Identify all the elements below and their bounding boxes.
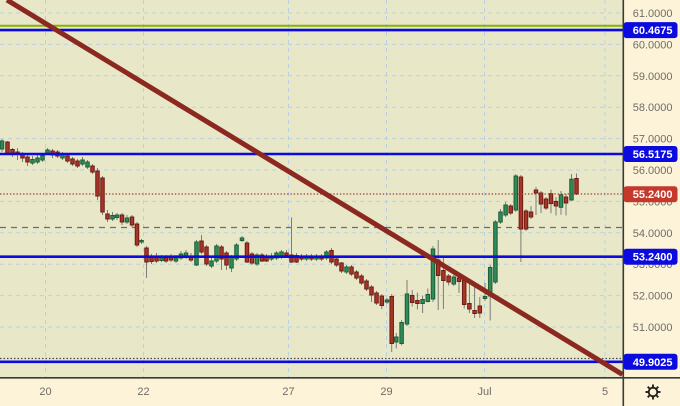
svg-text:51.0000: 51.0000 xyxy=(633,322,673,334)
svg-text:52.0000: 52.0000 xyxy=(633,291,673,303)
svg-text:49.9025: 49.9025 xyxy=(633,357,673,369)
svg-text:61.0000: 61.0000 xyxy=(633,8,673,20)
svg-text:22: 22 xyxy=(137,386,149,398)
svg-text:29: 29 xyxy=(380,386,392,398)
svg-text:60.0000: 60.0000 xyxy=(633,39,673,51)
svg-text:58.0000: 58.0000 xyxy=(633,102,673,114)
svg-text:54.0000: 54.0000 xyxy=(633,228,673,240)
svg-text:55.2400: 55.2400 xyxy=(633,189,673,201)
svg-text:20: 20 xyxy=(39,386,51,398)
svg-text:56.5175: 56.5175 xyxy=(633,149,673,161)
svg-text:27: 27 xyxy=(282,386,294,398)
svg-text:60.4675: 60.4675 xyxy=(633,25,673,37)
svg-text:53.2400: 53.2400 xyxy=(633,252,673,264)
svg-text:56.0000: 56.0000 xyxy=(633,165,673,177)
svg-text:5: 5 xyxy=(602,386,608,398)
svg-text:57.0000: 57.0000 xyxy=(633,134,673,146)
svg-text:59.0000: 59.0000 xyxy=(633,71,673,83)
svg-text:Jul: Jul xyxy=(477,386,491,398)
